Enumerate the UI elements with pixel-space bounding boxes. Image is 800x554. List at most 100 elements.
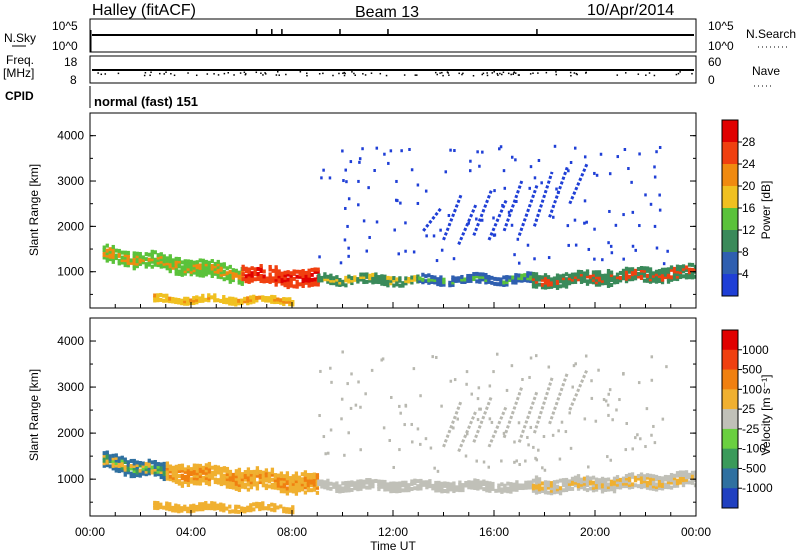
power-cell bbox=[246, 296, 250, 301]
velocity-cell bbox=[669, 480, 674, 485]
velocity-cell bbox=[270, 507, 274, 512]
power-cell bbox=[225, 273, 229, 278]
nave-dot bbox=[245, 73, 247, 75]
velocity-cell bbox=[285, 481, 290, 486]
power-cell bbox=[234, 302, 238, 307]
power-cell bbox=[693, 267, 696, 272]
velocity-scatter bbox=[436, 469, 440, 473]
power-cell bbox=[216, 298, 220, 303]
velocity-cell bbox=[615, 477, 620, 482]
velocity-cell bbox=[204, 501, 208, 506]
power-cell bbox=[135, 251, 139, 256]
velocity-scatter bbox=[482, 460, 486, 464]
power-cell bbox=[335, 280, 339, 285]
velocity-cell bbox=[186, 509, 190, 514]
velocity-cell bbox=[120, 463, 124, 468]
power-cell bbox=[603, 276, 608, 281]
power-cell bbox=[250, 271, 254, 276]
velocity-cell bbox=[249, 482, 254, 487]
power-cell bbox=[386, 278, 390, 283]
velocity-scatter bbox=[590, 396, 594, 400]
power-cell bbox=[222, 272, 226, 277]
power-cell bbox=[241, 272, 245, 277]
power-cell bbox=[597, 282, 602, 287]
power-cell bbox=[165, 263, 169, 268]
power-cell bbox=[280, 276, 284, 281]
velocity-cell bbox=[315, 490, 320, 495]
velocity-scatter bbox=[661, 417, 665, 421]
power-cell bbox=[383, 279, 387, 284]
power-cell bbox=[201, 298, 205, 303]
power-scatter bbox=[658, 145, 662, 149]
velocity-cell bbox=[546, 485, 551, 490]
power-cell bbox=[241, 277, 245, 282]
power-cell bbox=[633, 271, 638, 276]
power-colorbar-swatch bbox=[722, 252, 738, 275]
velocity-cell bbox=[258, 502, 262, 507]
power-cell bbox=[383, 282, 387, 287]
power-cell bbox=[678, 267, 683, 272]
power-streak bbox=[568, 162, 589, 205]
velocity-cell bbox=[147, 468, 151, 473]
power-cell bbox=[144, 257, 148, 262]
power-cell bbox=[365, 272, 369, 277]
velocity-cell bbox=[231, 483, 236, 488]
power-scatter bbox=[593, 171, 596, 175]
power-cell bbox=[442, 282, 446, 287]
power-cell bbox=[499, 279, 503, 284]
power-cell bbox=[487, 274, 491, 279]
velocity-cell bbox=[398, 489, 402, 494]
nave-dot bbox=[461, 73, 463, 76]
velocity-cell bbox=[132, 463, 136, 468]
power-scatter bbox=[593, 257, 596, 261]
power-cell bbox=[404, 281, 408, 286]
cpid-row: CPID normal (fast) 151 bbox=[5, 86, 198, 109]
power-cell bbox=[195, 262, 199, 267]
velocity-cell bbox=[240, 472, 245, 477]
velocity-cell bbox=[479, 480, 483, 485]
power-cell bbox=[323, 274, 327, 279]
power-scatter bbox=[476, 150, 479, 154]
velocity-scatter bbox=[653, 441, 657, 445]
power-cell bbox=[657, 271, 662, 276]
power-cell bbox=[126, 258, 130, 263]
velocity-cell bbox=[392, 486, 396, 491]
velocity-cell bbox=[488, 486, 492, 491]
velocity-cell bbox=[675, 478, 680, 483]
power-cell bbox=[651, 278, 656, 283]
velocity-cell bbox=[168, 467, 173, 472]
velocity-cell bbox=[207, 477, 212, 482]
power-cell bbox=[250, 266, 254, 271]
velocity-cell bbox=[657, 483, 662, 488]
power-cell bbox=[283, 278, 287, 283]
velocity-scatter bbox=[517, 421, 521, 425]
velocity-cell bbox=[687, 480, 692, 485]
nave-dot bbox=[285, 73, 287, 76]
velocity-cell bbox=[552, 487, 557, 492]
power-cell bbox=[567, 273, 572, 278]
x-tick-label: 12:00 bbox=[378, 525, 408, 539]
power-cell bbox=[201, 273, 205, 278]
power-cell bbox=[469, 273, 473, 278]
power-cell bbox=[687, 275, 692, 280]
power-cell bbox=[301, 279, 305, 284]
power-cell bbox=[490, 280, 494, 285]
velocity-cell bbox=[684, 475, 689, 480]
power-cell bbox=[174, 297, 178, 302]
velocity-cell bbox=[512, 487, 516, 492]
velocity-cell bbox=[285, 471, 290, 476]
power-cell bbox=[249, 297, 253, 302]
velocity-cell bbox=[129, 464, 133, 469]
velocity-cell bbox=[225, 484, 230, 489]
velocity-cell bbox=[443, 483, 447, 488]
velocity-cell bbox=[555, 484, 560, 489]
power-cell bbox=[268, 272, 272, 277]
power-cell bbox=[371, 280, 375, 285]
power-scatter bbox=[566, 224, 570, 228]
power-cell bbox=[265, 278, 269, 283]
velocity-cell bbox=[303, 480, 308, 485]
power-cell bbox=[138, 254, 142, 259]
power-cell bbox=[421, 272, 425, 277]
nave-dot bbox=[344, 72, 346, 75]
power-cell bbox=[660, 272, 665, 277]
